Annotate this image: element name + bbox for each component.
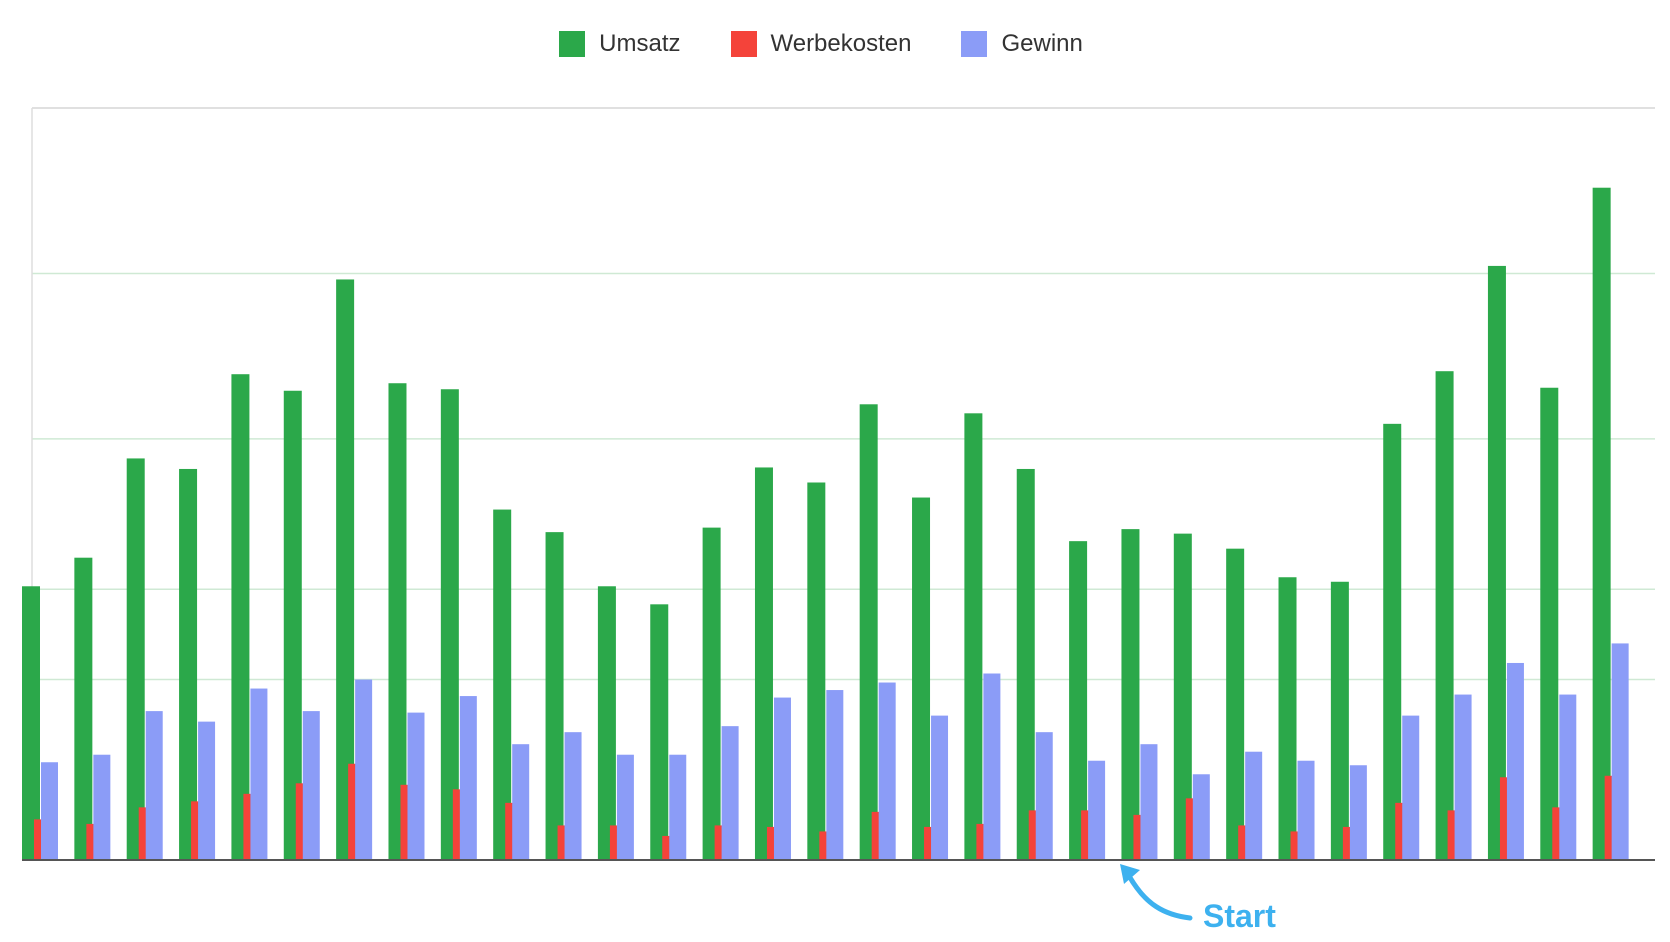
bar-umsatz-4 [179, 468, 198, 860]
legend-item-gewinn[interactable]: Gewinn [961, 30, 1083, 58]
bar-gewinn-28 [1454, 694, 1472, 860]
bar-gewinn-23 [1192, 774, 1210, 860]
start-arrow-icon [1120, 864, 1193, 921]
bar-umsatz-11 [545, 532, 564, 860]
legend-label-werbekosten: Werbekosten [770, 30, 912, 57]
bar-gewinn-2 [93, 754, 111, 860]
bar-gewinn-11 [564, 732, 582, 860]
legend-swatch-werbekosten [730, 31, 757, 57]
legend-item-umsatz[interactable]: Umsatz [559, 30, 681, 58]
bar-umsatz-29 [1487, 265, 1506, 860]
bar-gewinn-30 [1559, 694, 1577, 860]
bar-umsatz-23 [1173, 533, 1192, 860]
bar-umsatz-25 [1278, 577, 1297, 860]
start-annotation: Start [1203, 898, 1276, 934]
bar-umsatz-9 [440, 389, 459, 860]
bar-umsatz-28 [1435, 371, 1454, 860]
legend-swatch-umsatz [559, 31, 586, 57]
bar-gewinn-4 [198, 721, 216, 860]
bar-umsatz-30 [1540, 387, 1559, 860]
bar-gewinn-27 [1402, 715, 1420, 860]
bar-gewinn-25 [1297, 760, 1315, 860]
bar-umsatz-20 [1016, 468, 1035, 860]
bar-gewinn-26 [1349, 765, 1367, 860]
bar-umsatz-15 [754, 467, 773, 860]
bar-gewinn-8 [407, 712, 425, 860]
bar-gewinn-3 [145, 711, 163, 860]
bar-umsatz-2 [74, 557, 93, 860]
bar-gewinn-14 [721, 726, 739, 860]
bar-umsatz-3 [126, 458, 145, 860]
bar-gewinn-24 [1245, 751, 1263, 860]
bar-gewinn-18 [931, 715, 949, 860]
legend-item-werbekosten[interactable]: Werbekosten [730, 30, 912, 58]
bar-umsatz-24 [1226, 548, 1245, 860]
bar-umsatz-16 [807, 482, 826, 860]
bar-gewinn-7 [355, 679, 373, 860]
chart-legend: Umsatz Werbekosten Gewinn [0, 24, 1656, 64]
bar-umsatz-19 [964, 413, 983, 860]
bar-gewinn-21 [1088, 760, 1106, 860]
bar-gewinn-15 [773, 697, 791, 860]
bar-umsatz-17 [859, 404, 878, 860]
legend-swatch-gewinn [961, 31, 988, 57]
bar-gewinn-9 [459, 696, 477, 860]
bar-gewinn-19 [983, 673, 1001, 860]
legend-label-umsatz: Umsatz [599, 30, 681, 57]
bar-gewinn-13 [669, 754, 687, 860]
bar-umsatz-27 [1383, 423, 1402, 860]
legend-label-gewinn: Gewinn [1001, 30, 1083, 57]
bar-umsatz-31 [1592, 187, 1611, 860]
bar-umsatz-1 [22, 586, 40, 860]
bar-gewinn-16 [826, 690, 844, 860]
bar-gewinn-12 [616, 754, 634, 860]
bar-umsatz-13 [650, 604, 669, 860]
bar-umsatz-8 [388, 383, 407, 860]
bar-umsatz-6 [283, 390, 302, 860]
bar-umsatz-14 [702, 527, 721, 860]
bar-umsatz-26 [1330, 581, 1349, 860]
bar-gewinn-5 [250, 688, 268, 860]
bar-umsatz-5 [231, 374, 250, 860]
bar-umsatz-7 [336, 279, 355, 860]
bar-gewinn-6 [302, 711, 320, 860]
bar-gewinn-10 [512, 744, 530, 860]
bar-umsatz-21 [1069, 541, 1088, 860]
bar-gewinn-20 [1035, 732, 1053, 860]
bar-umsatz-18 [912, 497, 931, 860]
bar-umsatz-10 [493, 509, 512, 860]
bar-gewinn-1 [41, 762, 58, 860]
bar-gewinn-17 [878, 682, 896, 860]
bar-umsatz-12 [597, 586, 616, 860]
bar-gewinn-29 [1506, 662, 1524, 860]
bar-umsatz-22 [1121, 529, 1140, 860]
bar-gewinn-31 [1611, 643, 1629, 860]
bar-gewinn-22 [1140, 744, 1158, 860]
